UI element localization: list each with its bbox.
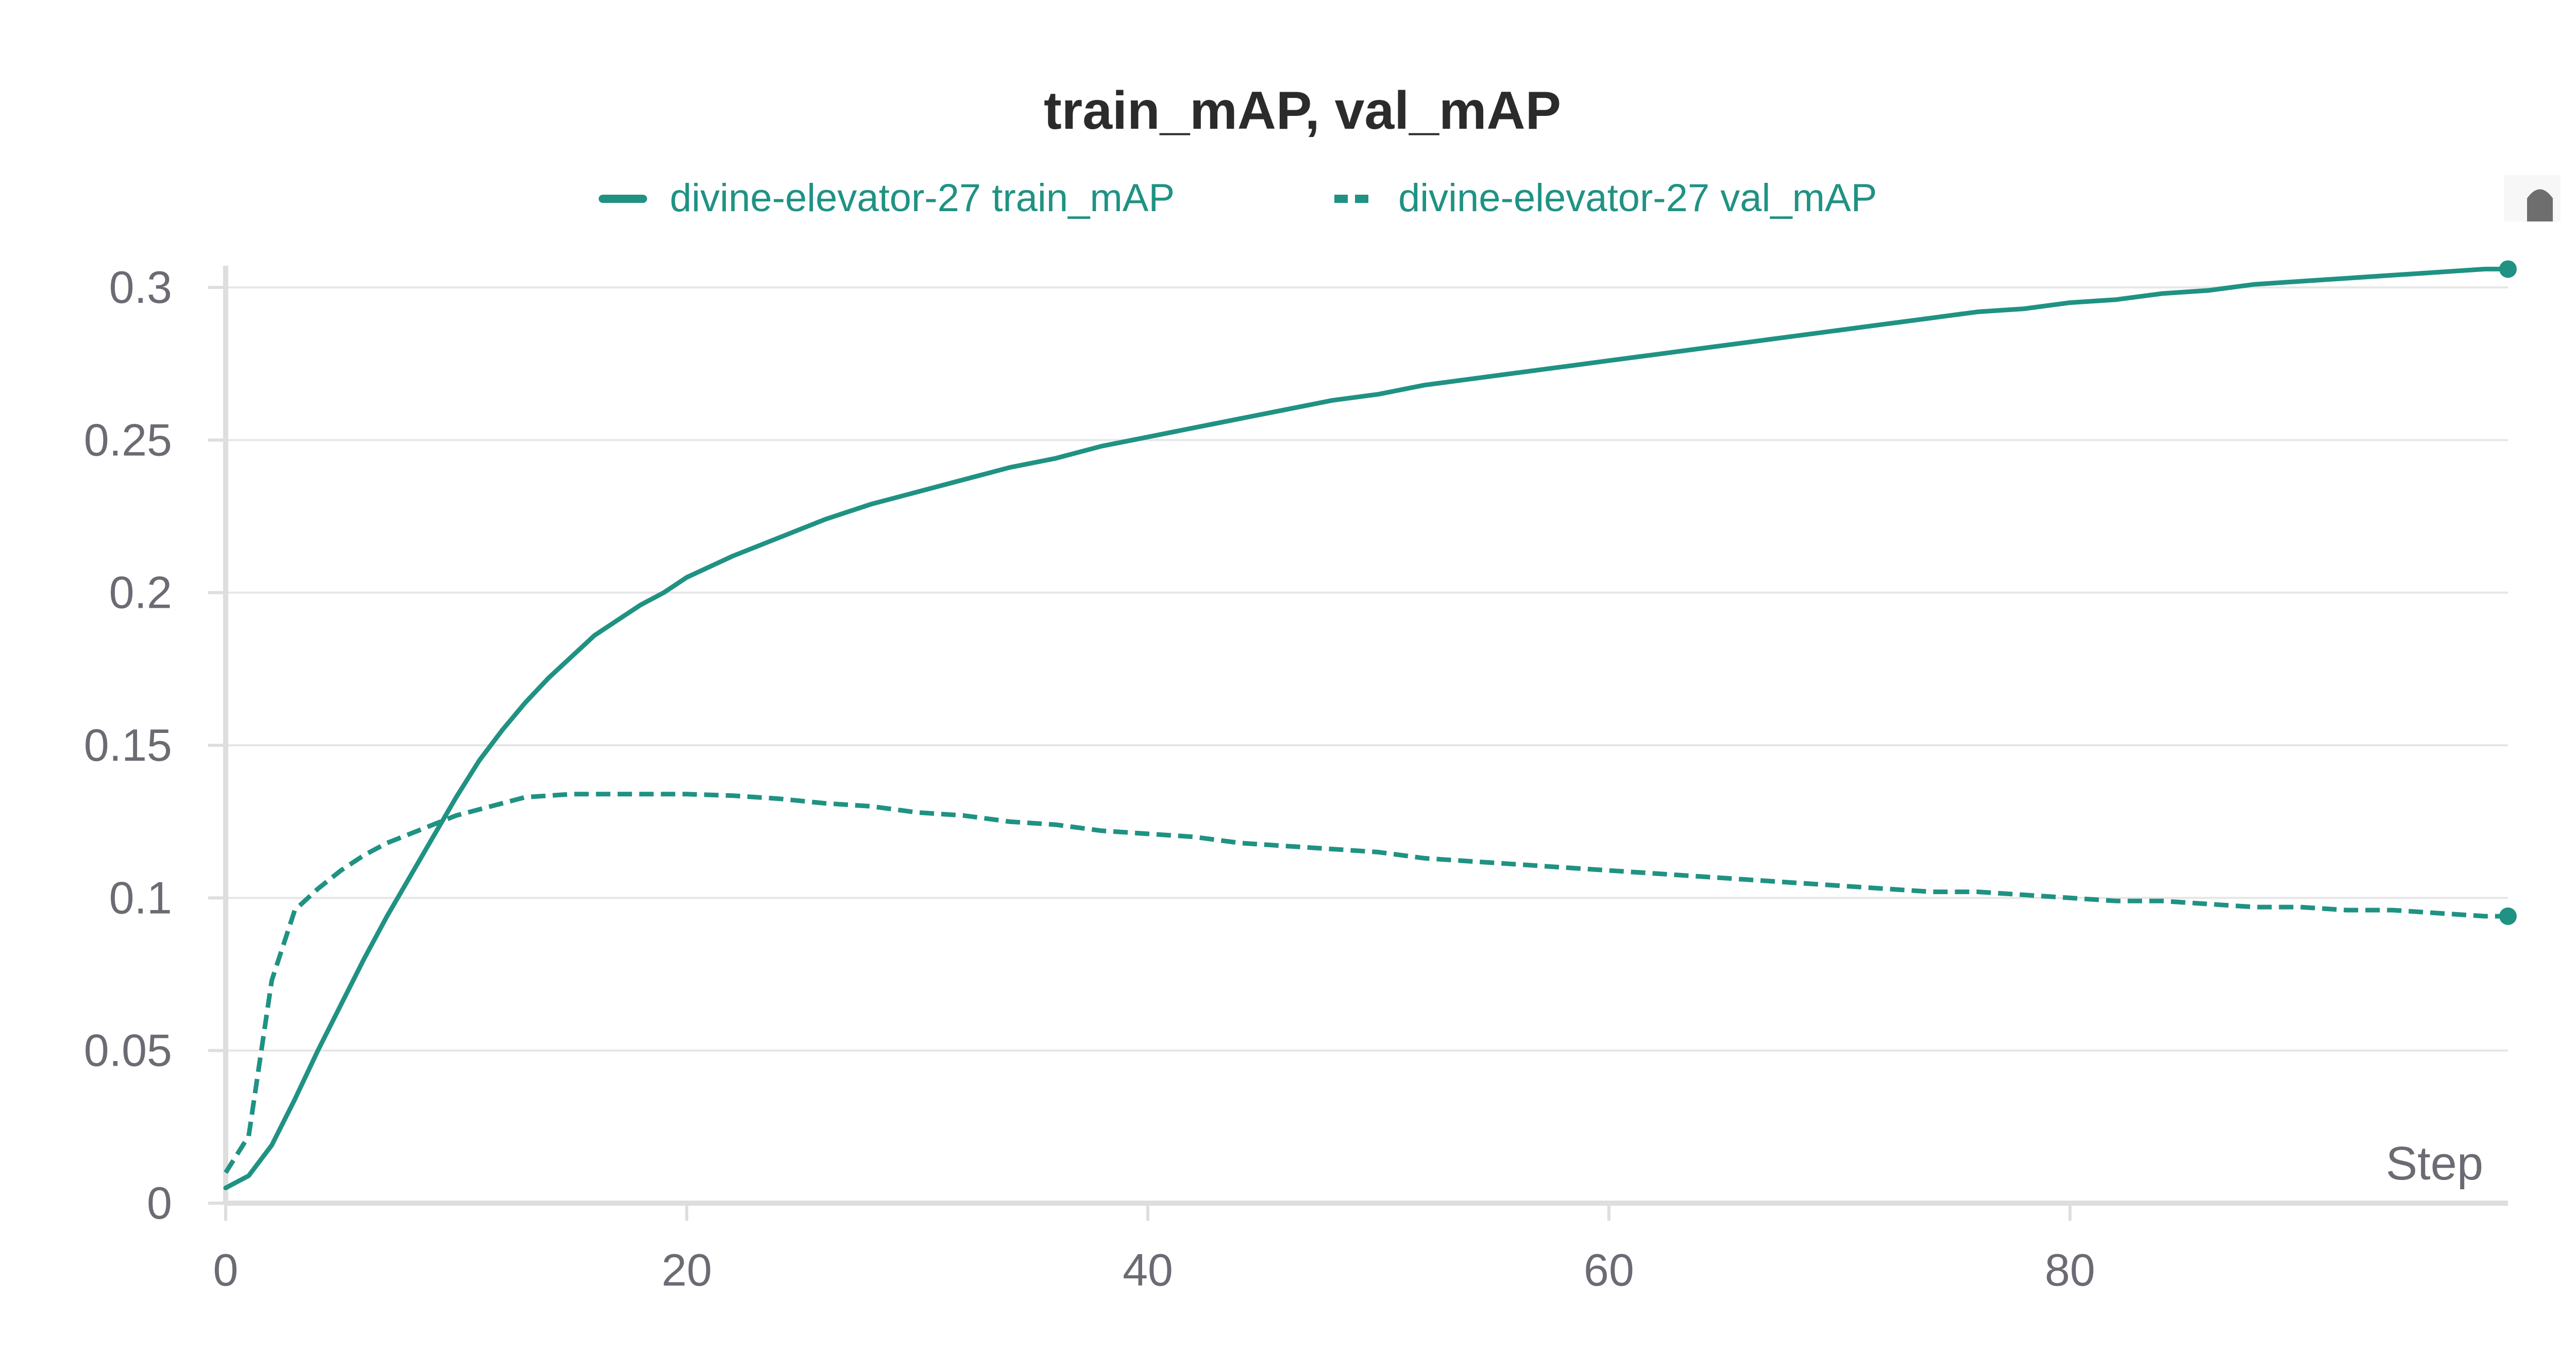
- end-marker-train: [2499, 260, 2517, 278]
- legend-item-val[interactable]: divine-elevator-27 val_mAP: [1334, 176, 1877, 220]
- series-line-train: [223, 266, 2511, 1190]
- x-tick-label: 20: [662, 1244, 712, 1295]
- y-tick-label: 0: [147, 1177, 172, 1228]
- legend: divine-elevator-27 train_mAP divine-elev…: [599, 176, 1877, 220]
- resize-handle-icon[interactable]: [2504, 175, 2561, 221]
- axes: [208, 266, 2508, 1221]
- chart-title: train_mAP, val_mAP: [1044, 81, 1561, 141]
- legend-label-val: divine-elevator-27 val_mAP: [1398, 176, 1877, 220]
- end-markers: [2499, 260, 2517, 925]
- y-tick-label: 0.3: [109, 262, 172, 313]
- grid-lines: [226, 286, 2508, 1052]
- y-tick-label: 0.25: [84, 414, 172, 465]
- series-lines: [223, 266, 2511, 1190]
- end-marker-val: [2499, 907, 2517, 925]
- x-tick-label: 60: [1584, 1244, 1634, 1295]
- y-tick-label: 0.1: [109, 872, 172, 923]
- x-tick-label: 0: [213, 1244, 239, 1295]
- x-axis-label: Step: [2386, 1137, 2483, 1190]
- series-line-val: [224, 792, 2508, 1174]
- tick-labels: 0 0.05 0.1 0.15 0.2 0.25 0.3 0 20 40 60 80: [84, 262, 2095, 1295]
- x-tick-label: 40: [1123, 1244, 1173, 1295]
- legend-label-train: divine-elevator-27 train_mAP: [670, 176, 1175, 220]
- legend-item-train[interactable]: divine-elevator-27 train_mAP: [599, 176, 1175, 220]
- x-tick-label: 80: [2045, 1244, 2095, 1295]
- y-tick-label: 0.05: [84, 1025, 172, 1076]
- y-tick-label: 0.15: [84, 720, 172, 771]
- y-tick-label: 0.2: [109, 567, 172, 618]
